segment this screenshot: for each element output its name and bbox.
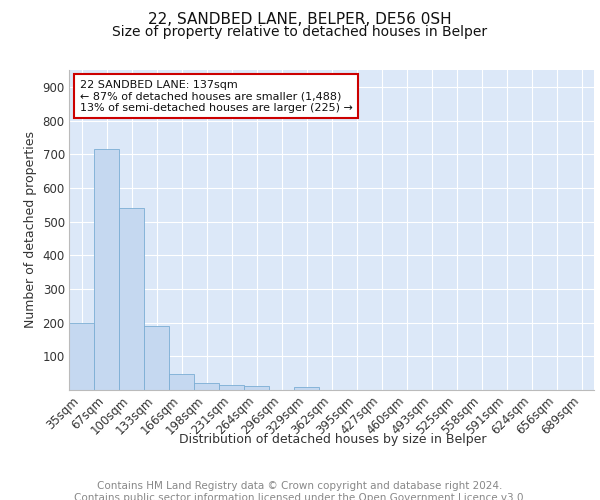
Bar xyxy=(69,322,94,390)
Bar xyxy=(169,374,194,390)
Text: 22 SANDBED LANE: 137sqm
← 87% of detached houses are smaller (1,488)
13% of semi: 22 SANDBED LANE: 137sqm ← 87% of detache… xyxy=(79,80,352,113)
Bar xyxy=(94,149,119,390)
Bar xyxy=(219,385,244,390)
Text: Distribution of detached houses by size in Belper: Distribution of detached houses by size … xyxy=(179,432,487,446)
Text: 22, SANDBED LANE, BELPER, DE56 0SH: 22, SANDBED LANE, BELPER, DE56 0SH xyxy=(148,12,452,28)
Bar xyxy=(194,384,219,390)
Text: Size of property relative to detached houses in Belper: Size of property relative to detached ho… xyxy=(112,25,488,39)
Bar xyxy=(119,208,144,390)
Bar xyxy=(144,326,169,390)
Bar xyxy=(294,386,319,390)
Bar xyxy=(244,386,269,390)
Text: Contains HM Land Registry data © Crown copyright and database right 2024.
Contai: Contains HM Land Registry data © Crown c… xyxy=(74,481,526,500)
Y-axis label: Number of detached properties: Number of detached properties xyxy=(24,132,37,328)
